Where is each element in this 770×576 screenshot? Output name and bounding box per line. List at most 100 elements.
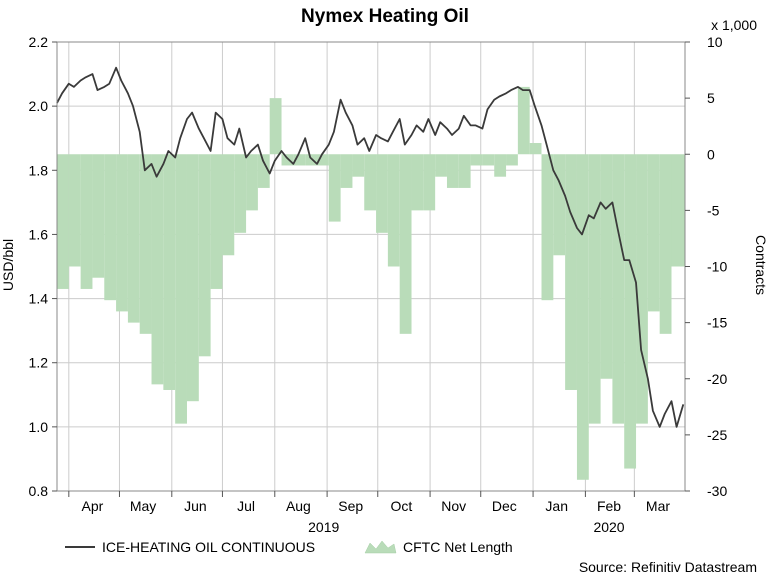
chart-title: Nymex Heating Oil [301,6,469,27]
net-length-bar [671,154,685,267]
x-month-label: Sep [338,498,363,514]
x-month-label: Nov [441,498,466,514]
net-length-bar [659,154,672,334]
legend: ICE-HEATING OIL CONTINUOUS CFTC Net Leng… [65,539,513,555]
net-length-bar [435,154,447,177]
left-tick-label: 1.4 [29,291,49,307]
right-axis-ticks: 10 5 0 -5 -10 -15 -20 -25 -30 [685,34,727,499]
net-length-bar [470,154,483,166]
x-year-label: 2020 [593,519,624,535]
right-tick-label: -25 [707,427,727,443]
net-length-bar [529,143,542,155]
right-tick-label: -10 [707,259,727,275]
net-length-bar [269,98,282,155]
net-length-bar [541,154,554,301]
x-month-label: Mar [646,498,670,514]
legend-line-label: ICE-HEATING OIL CONTINUOUS [102,539,315,555]
source-note: Source: Refinitiv Datastream [579,559,757,575]
net-length-bar [411,154,424,211]
right-tick-label: 5 [707,90,715,106]
right-tick-label: -5 [707,202,720,218]
net-length-bar [305,154,317,166]
left-tick-label: 1.0 [29,419,49,435]
net-length-bar [565,154,577,390]
net-length-bar [553,154,566,256]
net-length-bar [506,154,518,166]
x-month-label: Oct [390,498,412,514]
net-length-bar [636,154,648,424]
net-length-bar [210,154,223,289]
net-length-bar [624,154,637,469]
net-length-bar [399,154,412,334]
net-length-bar [458,154,471,188]
price-line-layer [56,66,685,428]
net-length-bar [68,154,81,267]
net-length-bar [387,154,400,267]
net-length-bar [257,154,270,188]
net-length-bar [293,154,306,166]
right-axis-label: Contracts [753,235,769,295]
net-length-bar [364,154,377,211]
net-length-bar [139,154,152,334]
left-tick-label: 2.2 [29,34,49,50]
net-length-bar [517,86,530,155]
net-length-bar [576,154,589,480]
legend-area-swatch [364,540,397,554]
net-length-bar [104,154,117,301]
right-tick-label: -30 [707,483,727,499]
net-length-bar [376,154,388,233]
left-tick-label: 1.6 [29,226,49,242]
x-month-label: Aug [286,498,311,514]
right-axis-multiplier: x 1,000 [711,17,757,33]
net-length-bar [612,154,625,424]
x-axis-ticks: Apr May Jun Jul Aug Sep Oct Nov Dec Jan Feb Mar 2019… [68,491,670,535]
net-length-bar [446,154,459,188]
net-length-bar [57,154,69,289]
net-length-bar [328,154,341,222]
net-length-bar [163,154,176,390]
x-month-label: Dec [492,498,517,514]
net-length-bar [198,154,211,357]
net-length-bar [151,154,164,385]
legend-area-label: CFTC Net Length [403,539,513,555]
left-tick-label: 2.0 [29,98,49,114]
right-tick-label: 0 [707,146,715,162]
left-tick-label: 1.2 [29,355,49,371]
net-length-bar [588,154,601,424]
net-length-bar [92,154,105,278]
net-length-bar [186,154,199,402]
net-length-bar [423,154,436,211]
net-length-bar [80,154,93,289]
left-axis-label: USD/bbl [0,239,16,291]
net-length-bar [600,154,613,379]
right-tick-label: 10 [707,34,723,50]
net-length-bar [316,154,329,166]
left-tick-label: 0.8 [29,483,49,499]
right-tick-label: -15 [707,315,727,331]
x-month-label: Jul [237,498,255,514]
right-tick-label: -20 [707,371,727,387]
net-length-bar [352,154,365,177]
net-length-bar [234,154,247,233]
net-length-bar [494,154,507,177]
net-length-bar [647,154,660,312]
x-month-label: Feb [597,498,621,514]
x-month-label: Jan [545,498,568,514]
net-length-bar [116,154,128,312]
net-length-bar [127,154,140,323]
x-month-label: Jun [184,498,207,514]
left-axis-ticks: 2.2 2.0 1.8 1.6 1.4 1.2 1.0 0.8 [29,34,57,499]
x-month-label: Apr [82,498,104,514]
net-length-area [57,86,685,480]
net-length-bar [482,154,495,166]
net-length-bar [281,154,294,166]
x-year-label: 2019 [308,519,339,535]
price-line [56,66,685,428]
net-length-bar [246,154,258,211]
net-length-bar [175,154,187,424]
x-month-label: May [130,498,156,514]
left-tick-label: 1.8 [29,162,49,178]
net-length-bar [222,154,235,256]
net-length-bar [340,154,353,188]
